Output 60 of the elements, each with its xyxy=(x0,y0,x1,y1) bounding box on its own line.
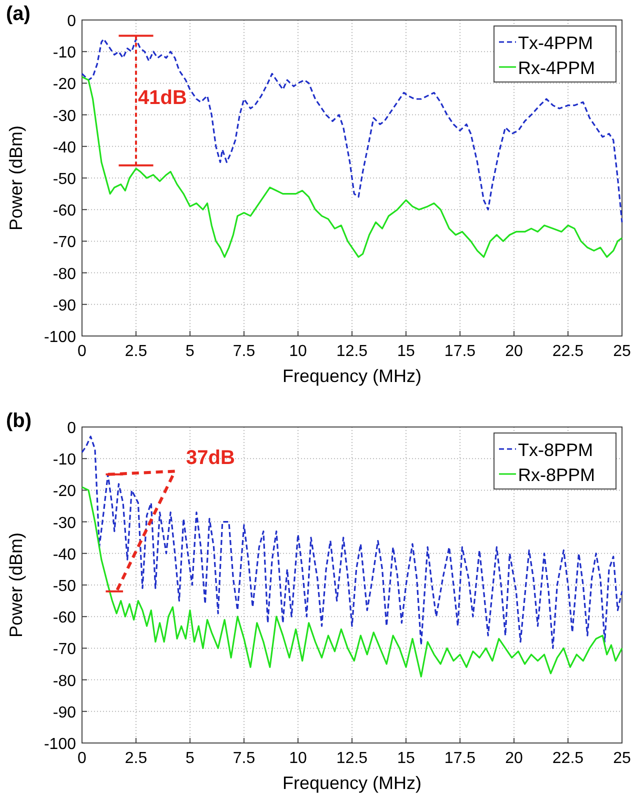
x-tick-label: 12.5 xyxy=(336,750,368,767)
line-series xyxy=(81,76,623,258)
y-axis-title: Power (dBm) xyxy=(6,125,26,231)
y-tick-label: -10 xyxy=(52,452,76,469)
y-tick-label: 0 xyxy=(67,13,76,30)
x-tick-label: 2.5 xyxy=(124,343,148,360)
x-tick-label: 15 xyxy=(397,343,415,360)
annotation: 41dB xyxy=(138,87,187,109)
x-axis-title: Frequency (MHz) xyxy=(282,366,422,386)
y-axis-title: Power (dBm) xyxy=(6,532,26,638)
y-tick-label: -50 xyxy=(52,578,76,595)
x-tick-label: 25 xyxy=(613,343,631,360)
y-tick-label: -100 xyxy=(44,736,76,753)
y-tick-label: -20 xyxy=(52,76,76,94)
line-series xyxy=(81,38,623,224)
y-tick-label: -60 xyxy=(52,610,76,627)
y-tick-label: -60 xyxy=(52,202,76,220)
x-tick-label: 7.5 xyxy=(232,750,256,767)
y-tick-label: -30 xyxy=(52,514,76,532)
legend-label: Tx-4PPM xyxy=(518,33,594,53)
x-tick-label: 2.5 xyxy=(124,750,148,767)
x-tick-label: 17.5 xyxy=(444,750,476,767)
x-tick-label: 22.5 xyxy=(552,750,584,767)
y-tick-label: -50 xyxy=(52,171,76,188)
y-tick-label: -90 xyxy=(52,704,76,722)
x-tick-label: 10 xyxy=(289,343,307,360)
y-tick-label: -40 xyxy=(52,139,76,156)
annotation: 37dB xyxy=(186,447,235,469)
y-tick-label: -40 xyxy=(52,546,76,564)
legend-label: Rx-4PPM xyxy=(518,58,596,78)
x-tick-label: 22.5 xyxy=(552,343,584,360)
chart-title: (a) xyxy=(6,3,30,25)
x-tick-label: 10 xyxy=(289,750,307,767)
y-tick-label: -80 xyxy=(52,672,76,690)
y-tick-label: -70 xyxy=(52,641,76,658)
line-series xyxy=(81,436,623,649)
legend-label: Rx-8PPM xyxy=(518,465,596,485)
x-tick-label: 5 xyxy=(186,343,195,360)
y-tick-label: -90 xyxy=(52,297,76,314)
chart-title: (b) xyxy=(6,410,32,432)
x-tick-label: 0 xyxy=(78,343,87,360)
y-tick-label: -100 xyxy=(44,329,76,346)
line-series xyxy=(81,486,623,678)
x-tick-label: 5 xyxy=(186,750,195,767)
x-tick-label: 20 xyxy=(505,750,523,767)
x-tick-label: 20 xyxy=(505,343,523,360)
x-axis-title: Frequency (MHz) xyxy=(282,773,422,793)
x-tick-label: 12.5 xyxy=(336,343,368,360)
y-tick-label: -70 xyxy=(52,234,76,252)
x-tick-label: 25 xyxy=(613,750,631,767)
legend-label: Tx-8PPM xyxy=(518,440,594,460)
y-tick-label: -20 xyxy=(52,483,76,500)
x-tick-label: 0 xyxy=(78,750,87,767)
y-tick-label: -80 xyxy=(52,266,76,283)
y-tick-label: 0 xyxy=(67,420,76,437)
x-tick-label: 15 xyxy=(397,750,415,767)
y-tick-label: -30 xyxy=(52,108,76,125)
y-tick-label: -10 xyxy=(52,44,76,62)
x-tick-label: 7.5 xyxy=(232,343,256,360)
x-tick-label: 17.5 xyxy=(444,343,476,360)
